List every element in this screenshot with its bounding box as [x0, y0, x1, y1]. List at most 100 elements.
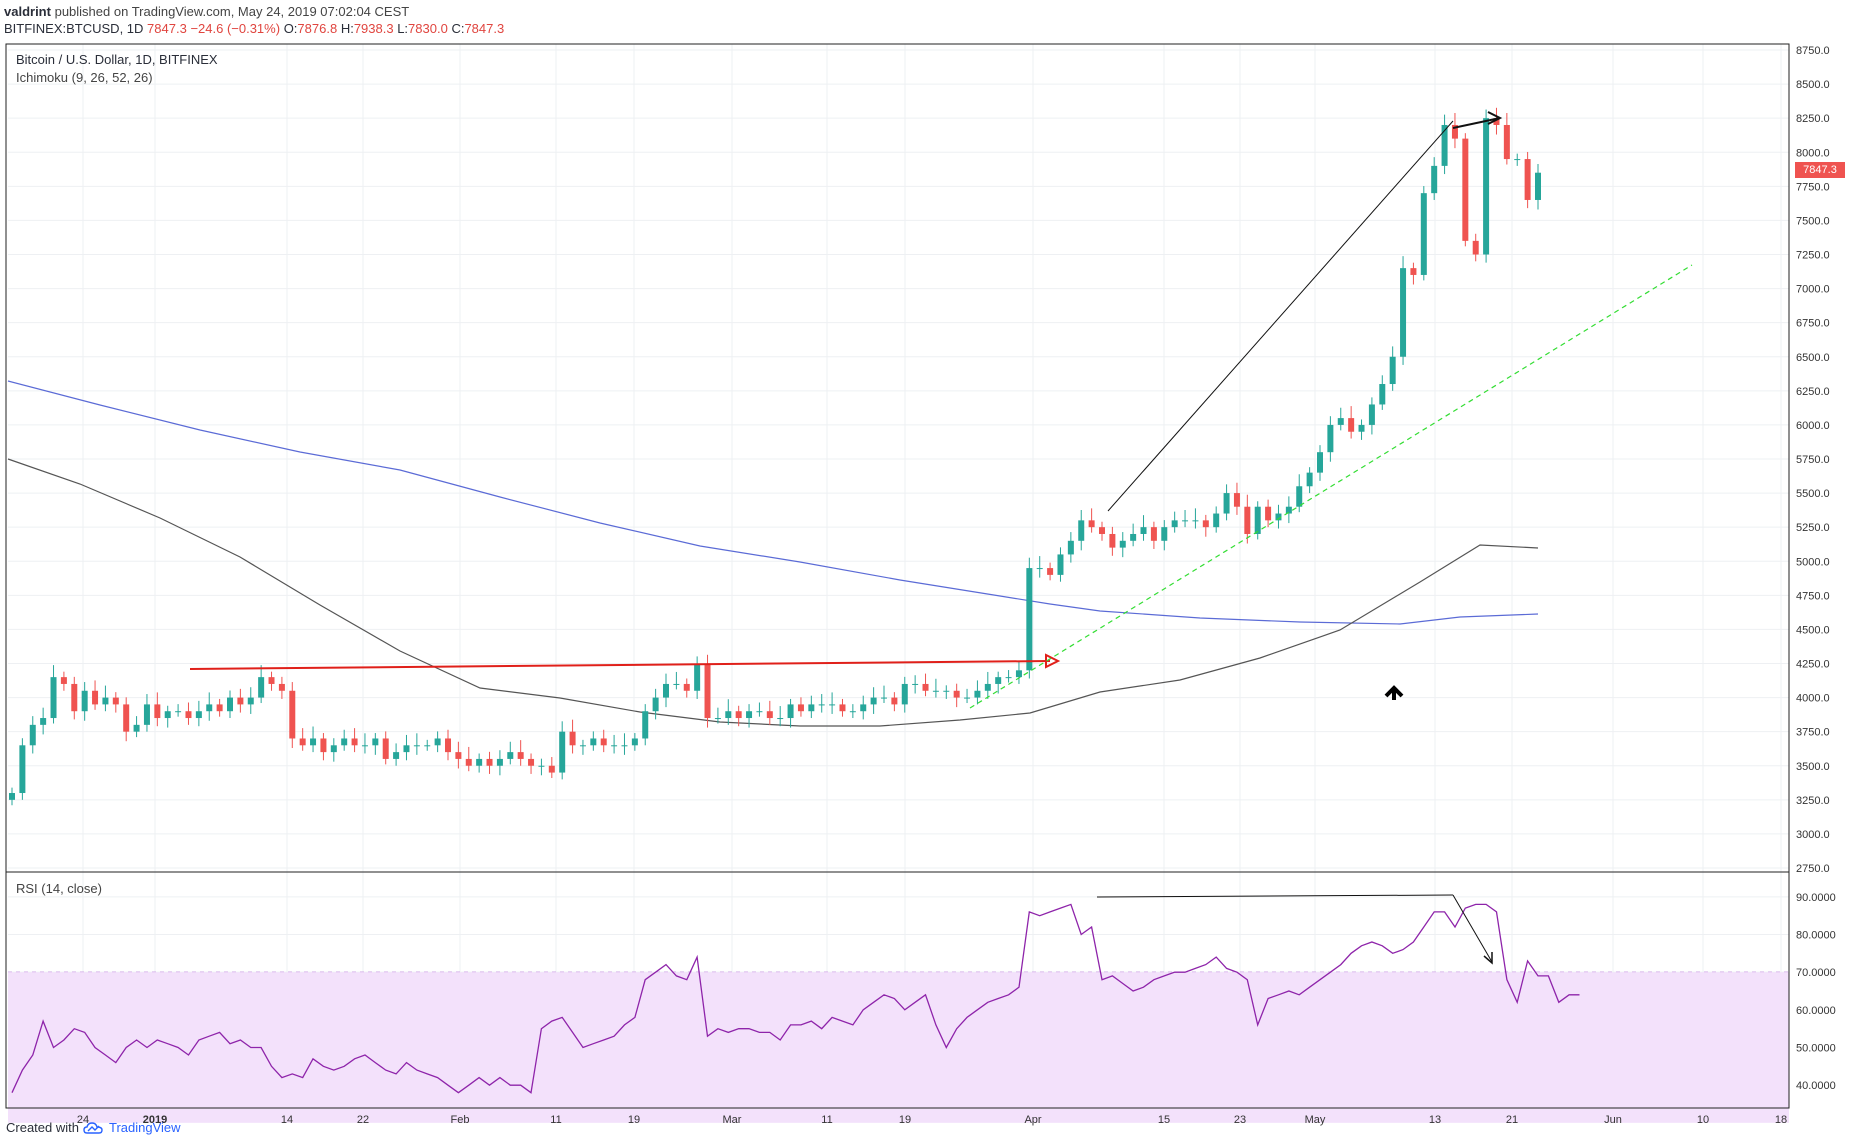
candle-body — [735, 711, 742, 719]
price-tick-label: 6500.0 — [1796, 352, 1830, 364]
price-tick-label: 8250.0 — [1796, 113, 1830, 125]
rsi-tick-label: 80.0000 — [1796, 930, 1836, 942]
candle-body — [1462, 138, 1469, 241]
rsi-line — [11, 903, 1580, 1094]
price-tick-label: 7000.0 — [1796, 284, 1830, 296]
price-tick-label: 2750.0 — [1796, 863, 1830, 875]
time-tick-label: 22 — [357, 1114, 369, 1126]
ichimoku-legend[interactable]: Ichimoku (9, 26, 52, 26) — [16, 70, 153, 85]
price-tick-label: 3750.0 — [1796, 727, 1830, 739]
price-top-line — [1452, 117, 1501, 129]
time-tick-label: 2019 — [143, 1114, 167, 1126]
candle-body — [1109, 533, 1116, 548]
candle-body — [1472, 240, 1479, 255]
candle-body — [60, 677, 67, 684]
candle-body — [1368, 404, 1375, 425]
candle-body — [29, 724, 36, 746]
candle-body — [1244, 506, 1251, 534]
price-tick-label: 4500.0 — [1796, 624, 1830, 636]
candle-body — [766, 711, 773, 719]
price-tick-label: 3000.0 — [1796, 829, 1830, 841]
price-tick-label: 5500.0 — [1796, 488, 1830, 500]
price-tick-label: 4250.0 — [1796, 659, 1830, 671]
time-tick-label: 19 — [899, 1114, 911, 1126]
resistance-line — [189, 660, 1051, 670]
candle-body — [746, 711, 753, 719]
candle-body — [133, 724, 140, 732]
author-name[interactable]: valdrint — [4, 4, 51, 19]
candle-body — [320, 738, 327, 753]
candle-body — [932, 690, 939, 692]
time-tick-label: 24 — [77, 1114, 89, 1126]
candle-body — [870, 697, 877, 705]
candle-body — [797, 704, 804, 712]
rsi-tick-label: 90.0000 — [1796, 892, 1836, 904]
price-tick-label: 8750.0 — [1796, 45, 1830, 57]
rsi-tick-label: 40.0000 — [1796, 1080, 1836, 1092]
rsi-tick-label: 70.0000 — [1796, 967, 1836, 979]
open-value: 7876.8 — [297, 21, 338, 36]
price-tick-label: 6250.0 — [1796, 386, 1830, 398]
symbol-label: BITFINEX:BTCUSD, 1D — [4, 21, 144, 36]
candle-body — [1451, 124, 1458, 139]
candle-body — [1015, 670, 1022, 678]
candle-body — [227, 697, 233, 712]
rsi-axis[interactable]: 90.0000 80.0000 70.0000 60.0000 50.0000 40.00… — [1796, 892, 1836, 1092]
candle-body — [445, 738, 451, 753]
candle-body — [123, 704, 130, 732]
candle-body — [112, 697, 119, 705]
candle-body — [102, 697, 109, 705]
candle-body — [1275, 513, 1282, 521]
time-tick-label: Feb — [451, 1114, 470, 1126]
rsi-tick-label: 60.0000 — [1796, 1005, 1836, 1017]
rsi-legend[interactable]: RSI (14, close) — [16, 881, 102, 896]
tradingview-link[interactable]: TradingView — [108, 1120, 181, 1135]
candle-body — [1182, 520, 1189, 522]
candle-body — [382, 738, 389, 759]
candle-body — [81, 690, 88, 712]
candle-body — [206, 704, 213, 712]
candle-body — [839, 704, 846, 712]
time-axis[interactable]: 24 2019 14 22 Feb 11 19 Mar 11 19 Apr 15 23 May 13 21 Ju… — [77, 1114, 1787, 1126]
price-tick-label: 5750.0 — [1796, 454, 1830, 466]
candle-body — [611, 745, 618, 747]
candle-body — [278, 683, 285, 691]
candle-body — [1431, 165, 1438, 194]
candle-body — [1503, 124, 1510, 160]
up-arrow-icon — [1384, 685, 1404, 700]
candle-body — [1254, 506, 1261, 534]
candle-body — [424, 745, 431, 747]
main-series-legend[interactable]: Bitcoin / U.S. Dollar, 1D, BITFINEX — [16, 52, 218, 67]
time-tick-label: 14 — [281, 1114, 293, 1126]
candle-body — [964, 697, 971, 699]
time-tick-label: 23 — [1234, 1114, 1246, 1126]
price-tick-label: 5000.0 — [1796, 556, 1830, 568]
candle-body — [1005, 677, 1012, 679]
candle-body — [818, 704, 825, 706]
candle-body — [1140, 527, 1147, 534]
time-tick-label: May — [1305, 1114, 1326, 1126]
candle-body — [310, 738, 317, 746]
price-tick-label: 4750.0 — [1796, 590, 1830, 602]
candle-body — [725, 711, 732, 719]
high-label: H: — [340, 21, 354, 36]
publish-info: valdrint published on TradingView.com, M… — [4, 4, 409, 19]
candle-body — [1192, 520, 1199, 522]
candle-body — [673, 683, 680, 685]
candle-body — [631, 738, 638, 746]
candle-body — [714, 718, 721, 720]
candle-body — [1119, 540, 1126, 548]
time-tick-label: 10 — [1697, 1114, 1709, 1126]
price-axis[interactable]: 8750.0 8500.0 8250.0 8000.0 7750.0 7500.0 7250… — [1796, 45, 1830, 875]
candle-body — [891, 697, 898, 705]
candle-body — [953, 690, 960, 698]
candle-body — [984, 683, 991, 691]
price-top-arrowhead — [1487, 111, 1503, 125]
candle-body — [1088, 520, 1095, 528]
candle-body — [185, 711, 192, 719]
candle-body — [507, 752, 514, 759]
candle-body — [50, 677, 57, 719]
candle-body — [1202, 520, 1209, 528]
candle-body — [496, 758, 503, 766]
